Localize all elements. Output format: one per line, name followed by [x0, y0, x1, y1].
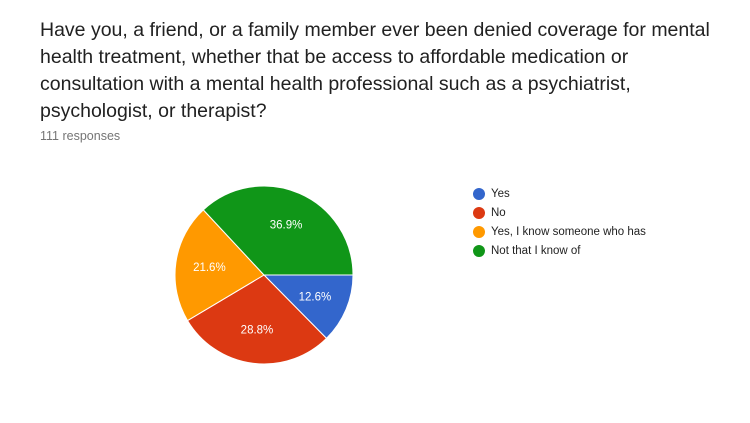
- legend-item-no[interactable]: No: [473, 203, 646, 222]
- pie-slice-yes[interactable]: [262, 274, 354, 340]
- slice-data-label: 21.6%: [193, 262, 226, 274]
- legend-item-not-that-i-know[interactable]: Not that I know of: [473, 241, 646, 260]
- question-title: Have you, a friend, or a family member e…: [40, 19, 710, 122]
- legend-swatch: [473, 225, 485, 238]
- pie-slice-yes-i-know-someone-who-has[interactable]: [174, 209, 265, 322]
- legend: Yes No Yes, I know someone who has Not t…: [473, 184, 646, 260]
- legend-item-know-someone[interactable]: Yes, I know someone who has: [473, 222, 646, 241]
- legend-item-yes[interactable]: Yes: [473, 184, 646, 203]
- legend-label: No: [491, 206, 506, 219]
- legend-swatch: [473, 206, 485, 219]
- legend-label: Yes: [491, 187, 510, 200]
- pie-slice-no[interactable]: [186, 274, 328, 365]
- slice-data-label: 28.8%: [241, 325, 274, 337]
- slice-data-label: 36.9%: [270, 219, 303, 231]
- legend-swatch: [473, 187, 485, 200]
- slice-data-label: 12.6%: [299, 291, 332, 303]
- pie-slice-not-that-i-know-of[interactable]: [202, 185, 354, 276]
- legend-swatch: [473, 244, 485, 257]
- response-count: 111 responses: [40, 129, 121, 143]
- legend-label: Not that I know of: [491, 244, 581, 257]
- legend-label: Yes, I know someone who has: [491, 225, 646, 238]
